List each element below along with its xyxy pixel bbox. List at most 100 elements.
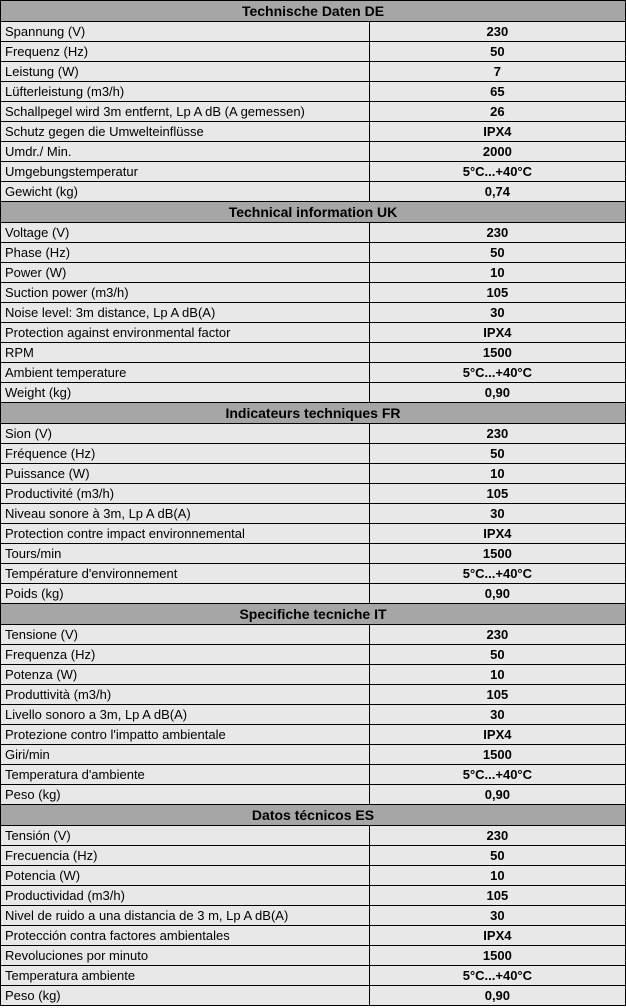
spec-value: 50 — [369, 645, 625, 665]
spec-value: 5°C...+40°C — [369, 564, 625, 584]
table-row: Giri/min1500 — [1, 745, 626, 765]
spec-label: Potencia (W) — [1, 866, 370, 886]
section-header: Technical information UK — [1, 202, 626, 223]
table-row: Livello sonoro a 3m, Lp A dB(A)30 — [1, 705, 626, 725]
spec-value: 2000 — [369, 142, 625, 162]
spec-label: Suction power (m3/h) — [1, 283, 370, 303]
spec-value: 50 — [369, 444, 625, 464]
spec-table: Technische Daten DESpannung (V)230Freque… — [0, 0, 626, 1006]
spec-value: 30 — [369, 303, 625, 323]
table-row: Tensione (V)230 — [1, 625, 626, 645]
table-row: Umdr./ Min.2000 — [1, 142, 626, 162]
spec-label: Umgebungstemperatur — [1, 162, 370, 182]
section-header: Technische Daten DE — [1, 1, 626, 22]
table-row: Potencia (W)10 — [1, 866, 626, 886]
spec-value: IPX4 — [369, 524, 625, 544]
spec-label: Livello sonoro a 3m, Lp A dB(A) — [1, 705, 370, 725]
table-row: Productivité (m3/h)105 — [1, 484, 626, 504]
spec-value: IPX4 — [369, 725, 625, 745]
spec-label: Revoluciones por minuto — [1, 946, 370, 966]
spec-label: Productividad (m3/h) — [1, 886, 370, 906]
spec-value: 1500 — [369, 745, 625, 765]
table-row: Protection contre impact environnemental… — [1, 524, 626, 544]
spec-value: 5°C...+40°C — [369, 162, 625, 182]
table-row: Schallpegel wird 3m entfernt, Lp A dB (A… — [1, 102, 626, 122]
table-row: Tours/min1500 — [1, 544, 626, 564]
table-row: Ambient temperature5°C...+40°C — [1, 363, 626, 383]
spec-label: Puissance (W) — [1, 464, 370, 484]
spec-value: 50 — [369, 42, 625, 62]
spec-value: 105 — [369, 886, 625, 906]
spec-value: 230 — [369, 826, 625, 846]
spec-label: Voltage (V) — [1, 223, 370, 243]
spec-value: 1500 — [369, 343, 625, 363]
spec-label: Température d'environnement — [1, 564, 370, 584]
spec-label: Spannung (V) — [1, 22, 370, 42]
table-row: Phase (Hz)50 — [1, 243, 626, 263]
spec-value: 10 — [369, 464, 625, 484]
table-row: Productividad (m3/h)105 — [1, 886, 626, 906]
spec-label: Protection contre impact environnemental — [1, 524, 370, 544]
spec-value: 10 — [369, 665, 625, 685]
spec-value: 230 — [369, 625, 625, 645]
spec-label: Lüfterleistung (m3/h) — [1, 82, 370, 102]
spec-label: Protección contra factores ambientales — [1, 926, 370, 946]
table-row: Tensión (V)230 — [1, 826, 626, 846]
table-row: Voltage (V)230 — [1, 223, 626, 243]
spec-label: RPM — [1, 343, 370, 363]
spec-value: 230 — [369, 424, 625, 444]
spec-label: Frequenz (Hz) — [1, 42, 370, 62]
spec-value: 105 — [369, 283, 625, 303]
spec-label: Umdr./ Min. — [1, 142, 370, 162]
table-row: Fréquence (Hz)50 — [1, 444, 626, 464]
spec-label: Peso (kg) — [1, 986, 370, 1006]
spec-label: Noise level: 3m distance, Lp A dB(A) — [1, 303, 370, 323]
table-row: Umgebungstemperatur5°C...+40°C — [1, 162, 626, 182]
spec-label: Giri/min — [1, 745, 370, 765]
table-row: Nivel de ruido a una distancia de 3 m, L… — [1, 906, 626, 926]
spec-label: Tensione (V) — [1, 625, 370, 645]
spec-value: 5°C...+40°C — [369, 765, 625, 785]
table-row: Potenza (W)10 — [1, 665, 626, 685]
table-row: Noise level: 3m distance, Lp A dB(A)30 — [1, 303, 626, 323]
table-row: Gewicht (kg)0,74 — [1, 182, 626, 202]
spec-value: 0,90 — [369, 986, 625, 1006]
table-row: Peso (kg)0,90 — [1, 785, 626, 805]
table-row: Sion (V)230 — [1, 424, 626, 444]
spec-label: Productivité (m3/h) — [1, 484, 370, 504]
spec-label: Ambient temperature — [1, 363, 370, 383]
spec-label: Phase (Hz) — [1, 243, 370, 263]
table-row: Suction power (m3/h)105 — [1, 283, 626, 303]
spec-value: 0,90 — [369, 584, 625, 604]
table-row: RPM1500 — [1, 343, 626, 363]
spec-label: Poids (kg) — [1, 584, 370, 604]
table-row: Produttività (m3/h)105 — [1, 685, 626, 705]
table-row: Température d'environnement5°C...+40°C — [1, 564, 626, 584]
section-header: Datos técnicos ES — [1, 805, 626, 826]
spec-label: Frecuencia (Hz) — [1, 846, 370, 866]
spec-label: Peso (kg) — [1, 785, 370, 805]
spec-label: Fréquence (Hz) — [1, 444, 370, 464]
spec-value: 50 — [369, 243, 625, 263]
spec-value: 30 — [369, 705, 625, 725]
table-row: Niveau sonore à 3m, Lp A dB(A)30 — [1, 504, 626, 524]
spec-label: Weight (kg) — [1, 383, 370, 403]
spec-value: 0,90 — [369, 785, 625, 805]
spec-label: Protezione contro l'impatto ambientale — [1, 725, 370, 745]
spec-value: 105 — [369, 685, 625, 705]
table-row: Weight (kg)0,90 — [1, 383, 626, 403]
table-row: Temperatura ambiente5°C...+40°C — [1, 966, 626, 986]
table-row: Poids (kg)0,90 — [1, 584, 626, 604]
spec-value: IPX4 — [369, 926, 625, 946]
table-row: Frequenz (Hz)50 — [1, 42, 626, 62]
spec-value: 30 — [369, 504, 625, 524]
spec-value: IPX4 — [369, 323, 625, 343]
table-row: Puissance (W)10 — [1, 464, 626, 484]
spec-label: Leistung (W) — [1, 62, 370, 82]
table-row: Temperatura d'ambiente5°C...+40°C — [1, 765, 626, 785]
spec-label: Protection against environmental factor — [1, 323, 370, 343]
section-header: Specifiche tecniche IT — [1, 604, 626, 625]
spec-value: IPX4 — [369, 122, 625, 142]
spec-label: Power (W) — [1, 263, 370, 283]
table-row: Spannung (V)230 — [1, 22, 626, 42]
